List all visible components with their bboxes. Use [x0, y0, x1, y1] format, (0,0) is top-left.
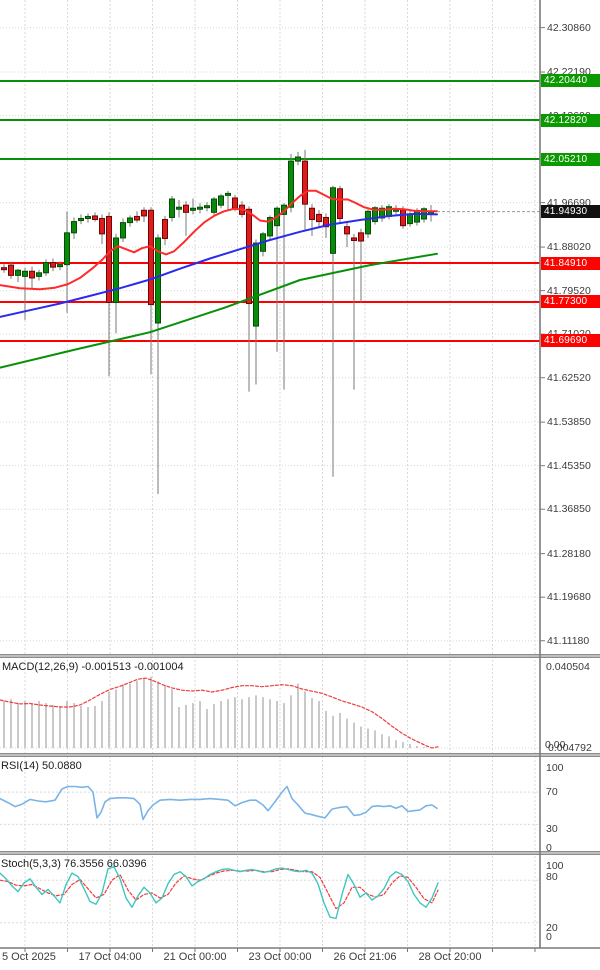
stoch-scale-80: 80	[546, 871, 558, 883]
price-tick-label: 41.36850	[547, 503, 591, 516]
stoch-scale-20: 20	[546, 922, 558, 934]
macd-signal-line	[0, 677, 439, 749]
price-level-badge-black: 41.94930	[541, 205, 600, 219]
rsi-scale-100: 100	[546, 762, 564, 774]
date-label: 17 Oct 04:00	[78, 951, 142, 963]
price-tick-label: 41.45350	[547, 459, 591, 472]
price-level-badge-red: 41.77300	[541, 295, 600, 309]
rsi-line	[0, 785, 438, 821]
macd-indicator-label: MACD(12,26,9) -0.001513 -0.001004	[2, 661, 184, 673]
stoch-scale-100: 100	[546, 860, 564, 872]
grid-layer	[0, 0, 540, 948]
ma-slow-green-line	[0, 252, 438, 369]
price-tick-label: 41.11180	[547, 634, 590, 647]
price-tick-label: 41.53850	[547, 416, 591, 429]
rsi-scale-30: 30	[546, 823, 558, 835]
macd-scale-min: 0.004792	[548, 742, 592, 754]
price-tick-label: 41.62520	[547, 371, 591, 384]
price-tick-label: 42.30860	[547, 21, 591, 34]
date-label: 5 Oct 2025	[2, 951, 56, 963]
price-level-badge-red: 41.69690	[541, 334, 600, 348]
date-label: 28 Oct 20:00	[418, 951, 482, 963]
ma-mid-blue-line	[0, 212, 438, 318]
candles-layer	[1, 149, 434, 495]
stoch-k-line	[0, 866, 439, 920]
price-tick-label: 41.88020	[547, 241, 591, 254]
macd-scale-max: 0.040504	[546, 661, 590, 673]
rsi-indicator-label: RSI(14) 50.0880	[1, 760, 82, 772]
ma-fast-red-line	[0, 189, 438, 291]
price-tick-label: 41.19680	[547, 591, 591, 604]
panel-separators	[0, 654, 600, 855]
price-tick-label: 41.79520	[547, 284, 591, 297]
price-tick-label: 41.28180	[547, 547, 591, 560]
stoch-scale-0: 0	[546, 931, 552, 943]
macd-histogram	[3, 676, 432, 748]
rsi-scale-70: 70	[546, 786, 558, 798]
price-level-badge-green: 42.05210	[541, 152, 600, 166]
stoch-indicator-label: Stoch(5,3,3) 76.3556 66.0396	[1, 858, 147, 870]
price-level-badge-green: 42.12820	[541, 113, 600, 127]
price-level-badge-red: 41.84910	[541, 256, 600, 270]
date-label: 23 Oct 00:00	[248, 951, 312, 963]
price-level-badge-green: 42.20440	[541, 74, 600, 88]
level-lines-layer	[0, 79, 540, 342]
date-label: 21 Oct 00:00	[163, 951, 227, 963]
stoch-d-line	[0, 868, 439, 910]
rsi-scale-0: 0	[546, 842, 552, 854]
macd-scale-zero: 0.00	[545, 739, 566, 751]
date-label: 26 Oct 21:06	[333, 951, 397, 963]
